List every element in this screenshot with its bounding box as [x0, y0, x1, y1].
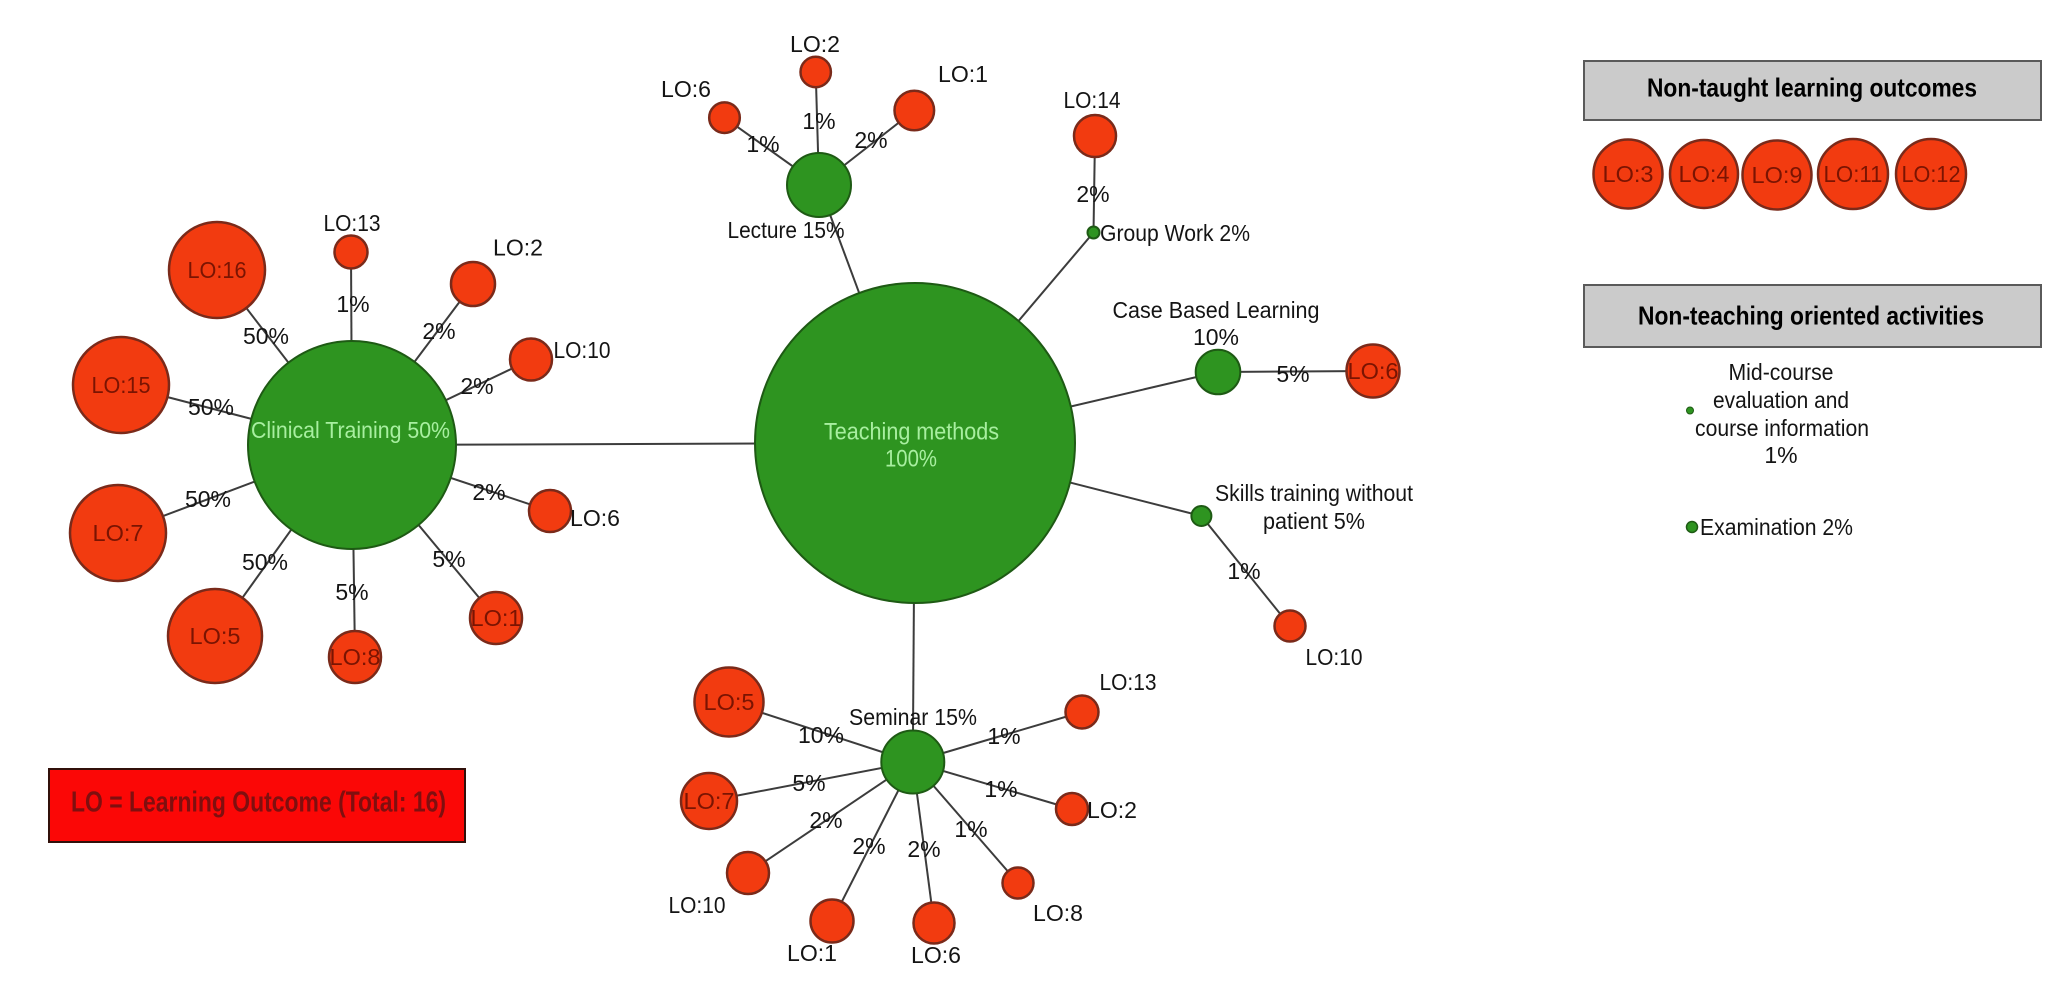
svg-text:5%: 5%	[432, 546, 465, 572]
svg-text:LO:8: LO:8	[330, 644, 381, 670]
svg-text:LO:6: LO:6	[661, 76, 711, 102]
svg-text:patient 5%: patient 5%	[1263, 508, 1365, 534]
svg-text:LO:6: LO:6	[911, 942, 961, 968]
svg-text:Lecture 15%: Lecture 15%	[728, 217, 845, 243]
svg-text:1%: 1%	[746, 131, 779, 157]
svg-text:100%: 100%	[885, 445, 937, 472]
svg-text:2%: 2%	[854, 127, 887, 153]
svg-text:LO:7: LO:7	[93, 520, 144, 546]
svg-text:50%: 50%	[242, 549, 288, 575]
svg-text:Teaching methods: Teaching methods	[824, 418, 999, 445]
svg-text:1%: 1%	[987, 723, 1020, 749]
svg-text:LO:5: LO:5	[190, 623, 241, 649]
svg-text:Mid-course: Mid-course	[1729, 359, 1834, 385]
svg-text:LO:13: LO:13	[324, 210, 381, 236]
svg-text:LO:1: LO:1	[938, 61, 988, 87]
svg-text:LO:14: LO:14	[1064, 87, 1121, 113]
svg-text:Seminar 15%: Seminar 15%	[849, 704, 977, 730]
svg-text:LO:8: LO:8	[1033, 900, 1083, 926]
svg-text:Examination 2%: Examination 2%	[1700, 514, 1853, 540]
svg-text:LO:15: LO:15	[92, 372, 151, 398]
svg-text:1%: 1%	[984, 776, 1017, 802]
svg-text:LO = Learning Outcome (Total:: LO = Learning Outcome (Total: 16)	[71, 786, 446, 818]
svg-text:1%: 1%	[1227, 558, 1260, 584]
svg-text:5%: 5%	[335, 579, 368, 605]
svg-text:1%: 1%	[1764, 442, 1797, 468]
svg-text:1%: 1%	[802, 108, 835, 134]
svg-text:LO:12: LO:12	[1902, 161, 1961, 187]
svg-text:LO:6: LO:6	[570, 505, 620, 531]
svg-text:LO:5: LO:5	[704, 689, 755, 715]
svg-text:50%: 50%	[243, 323, 289, 349]
svg-text:LO:9: LO:9	[1752, 162, 1803, 188]
svg-text:Group Work 2%: Group Work 2%	[1100, 220, 1250, 246]
svg-text:Case Based Learning: Case Based Learning	[1113, 297, 1320, 323]
svg-text:LO:3: LO:3	[1603, 161, 1654, 187]
svg-text:50%: 50%	[188, 394, 234, 420]
svg-text:LO:2: LO:2	[1087, 797, 1137, 823]
svg-text:LO:1: LO:1	[471, 605, 522, 631]
svg-text:LO:10: LO:10	[669, 892, 726, 918]
svg-text:Clinical Training 50%: Clinical Training 50%	[251, 417, 450, 443]
svg-text:2%: 2%	[472, 479, 505, 505]
svg-text:LO:2: LO:2	[790, 31, 840, 57]
svg-text:1%: 1%	[336, 291, 369, 317]
svg-text:evaluation and: evaluation and	[1713, 387, 1849, 413]
svg-text:2%: 2%	[422, 318, 455, 344]
svg-text:5%: 5%	[1276, 361, 1309, 387]
svg-text:LO:13: LO:13	[1100, 669, 1157, 695]
svg-text:Non-taught learning outcomes: Non-taught learning outcomes	[1647, 72, 1977, 102]
svg-text:LO:1: LO:1	[787, 940, 837, 966]
svg-text:LO:2: LO:2	[493, 234, 543, 260]
svg-text:2%: 2%	[1076, 181, 1109, 207]
svg-text:2%: 2%	[460, 373, 493, 399]
svg-text:course information: course information	[1695, 415, 1869, 441]
svg-text:LO:7: LO:7	[684, 788, 735, 814]
svg-text:LO:6: LO:6	[1348, 358, 1399, 384]
svg-text:2%: 2%	[852, 833, 885, 859]
svg-text:2%: 2%	[907, 836, 940, 862]
svg-text:LO:10: LO:10	[554, 337, 611, 363]
svg-text:LO:11: LO:11	[1824, 161, 1883, 187]
svg-text:LO:4: LO:4	[1679, 161, 1730, 187]
svg-text:2%: 2%	[809, 807, 842, 833]
svg-text:5%: 5%	[792, 770, 825, 796]
svg-text:Non-teaching oriented activiti: Non-teaching oriented activities	[1638, 300, 1984, 330]
svg-text:10%: 10%	[798, 722, 844, 748]
svg-text:1%: 1%	[954, 816, 987, 842]
svg-text:LO:16: LO:16	[188, 257, 247, 283]
svg-text:50%: 50%	[185, 486, 231, 512]
svg-text:10%: 10%	[1193, 324, 1239, 350]
svg-text:Skills training without: Skills training without	[1215, 480, 1414, 506]
svg-text:LO:10: LO:10	[1306, 644, 1363, 670]
